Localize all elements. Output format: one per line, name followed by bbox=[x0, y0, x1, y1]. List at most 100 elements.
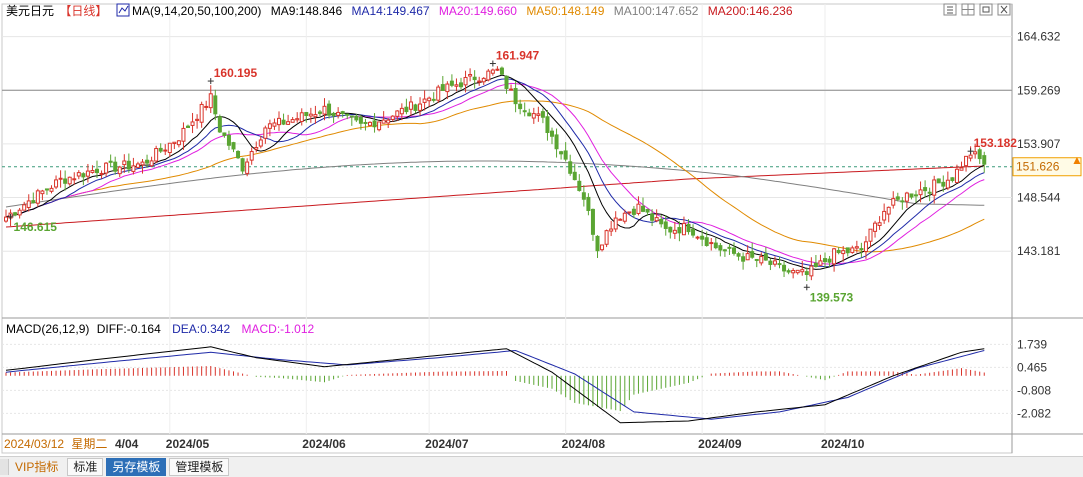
ma-legend-icon[interactable] bbox=[116, 3, 130, 17]
candle bbox=[741, 252, 746, 270]
candle bbox=[213, 89, 218, 121]
candle bbox=[35, 188, 40, 207]
candle bbox=[295, 112, 300, 123]
maximize-icon[interactable] bbox=[979, 3, 993, 16]
candle bbox=[468, 68, 473, 82]
grid-view-icon[interactable] bbox=[961, 3, 975, 16]
date-tick-label: 2024/05 bbox=[166, 437, 210, 451]
candle bbox=[845, 247, 850, 257]
candle bbox=[13, 211, 18, 217]
candle bbox=[113, 156, 118, 175]
candle bbox=[495, 66, 500, 72]
candle bbox=[299, 108, 304, 126]
candle bbox=[850, 245, 855, 254]
candle bbox=[117, 165, 122, 178]
candle bbox=[509, 84, 514, 91]
candle bbox=[504, 75, 509, 94]
macd-tick-label: -0.808 bbox=[1017, 383, 1051, 397]
settings-icon[interactable] bbox=[943, 3, 957, 16]
candle bbox=[540, 108, 545, 124]
ma200-line bbox=[5, 74, 985, 270]
ma14-value: MA14:149.467 bbox=[352, 4, 430, 18]
annotation-label: 160.195 bbox=[214, 66, 258, 80]
candle bbox=[163, 144, 168, 156]
candle bbox=[868, 228, 873, 247]
candle bbox=[340, 110, 345, 118]
candle bbox=[681, 216, 686, 236]
candle bbox=[518, 99, 523, 115]
tab-vip-indicator[interactable]: VIP指标 bbox=[15, 460, 59, 474]
candle bbox=[49, 185, 54, 194]
candle bbox=[427, 96, 432, 107]
candle bbox=[736, 252, 741, 261]
candle bbox=[841, 246, 846, 262]
candle bbox=[272, 118, 277, 130]
candle bbox=[472, 70, 477, 89]
template-tabbar: VIP指标 标准 另存模板 管理模板 bbox=[0, 456, 1083, 477]
candle bbox=[372, 113, 377, 133]
candle bbox=[677, 221, 682, 242]
candle bbox=[959, 161, 964, 171]
candle bbox=[545, 110, 550, 141]
candle bbox=[108, 154, 113, 168]
candle bbox=[700, 229, 705, 247]
candle bbox=[813, 254, 818, 268]
candle bbox=[217, 114, 222, 134]
candle bbox=[691, 224, 696, 238]
ma14-line bbox=[5, 160, 985, 208]
candle bbox=[395, 110, 400, 121]
tab-manage-template[interactable]: 管理模板 bbox=[169, 458, 230, 476]
candle bbox=[408, 95, 413, 116]
candle bbox=[786, 268, 791, 275]
candle bbox=[527, 108, 532, 117]
candle bbox=[818, 254, 823, 266]
annotation-label: 146.615 bbox=[14, 220, 58, 234]
candle bbox=[249, 147, 254, 165]
ma-legend: MA(9,14,20,50,100,200) MA9:148.846 MA14:… bbox=[132, 4, 793, 18]
candle bbox=[713, 237, 718, 250]
candle bbox=[231, 141, 236, 153]
candle bbox=[176, 140, 181, 148]
candle bbox=[636, 196, 641, 216]
candle bbox=[72, 172, 77, 185]
candle bbox=[349, 115, 354, 126]
candle bbox=[363, 118, 368, 131]
candle bbox=[704, 231, 709, 247]
candle bbox=[954, 164, 959, 184]
tabbar-handle[interactable] bbox=[0, 459, 9, 475]
candle bbox=[459, 77, 463, 90]
macd-indicator bbox=[5, 346, 985, 424]
candle bbox=[754, 258, 759, 268]
candle bbox=[795, 269, 800, 275]
ma50-value: MA50:148.149 bbox=[526, 4, 604, 18]
moving-average-lines bbox=[5, 74, 985, 270]
candle bbox=[977, 147, 982, 164]
candle bbox=[982, 151, 987, 173]
close-icon[interactable] bbox=[997, 3, 1011, 16]
candle bbox=[750, 242, 755, 259]
tab-save-template[interactable]: 另存模板 bbox=[106, 458, 167, 476]
candle bbox=[85, 163, 90, 183]
candle bbox=[204, 100, 209, 111]
ma100-line bbox=[5, 78, 985, 268]
candle bbox=[181, 122, 186, 150]
candle bbox=[413, 103, 418, 114]
candle bbox=[886, 206, 891, 223]
date-tick-label: 2024/07 bbox=[425, 437, 469, 451]
candle bbox=[399, 103, 404, 121]
macd-tick-label: -2.082 bbox=[1017, 406, 1051, 420]
candle bbox=[145, 154, 150, 168]
ma50-line bbox=[5, 82, 985, 265]
candle bbox=[668, 226, 673, 239]
tab-standard[interactable]: 标准 bbox=[67, 458, 104, 476]
candle bbox=[586, 193, 591, 216]
date-tick-label: 2024/08 bbox=[562, 437, 606, 451]
candle bbox=[58, 170, 63, 188]
candle bbox=[418, 97, 423, 116]
candle bbox=[67, 176, 72, 186]
candle bbox=[914, 190, 918, 203]
candle bbox=[308, 107, 313, 123]
candle bbox=[290, 116, 295, 123]
candle bbox=[245, 158, 250, 177]
